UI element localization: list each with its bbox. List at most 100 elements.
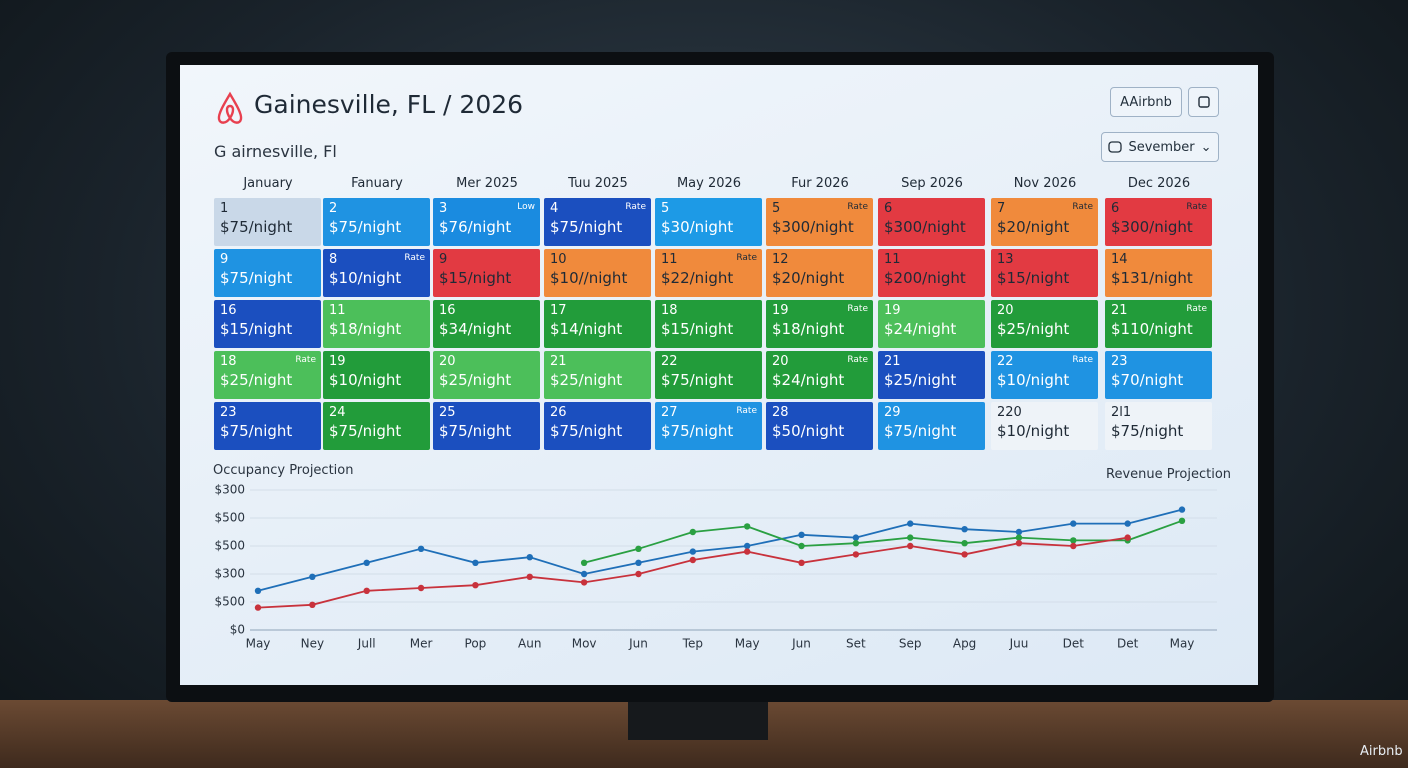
calendar-cell[interactable]: 20 $25/night: [433, 351, 540, 399]
y-tick-label: $500: [214, 539, 245, 553]
calendar-cell[interactable]: 22 $75/night: [655, 351, 762, 399]
cell-price: $75/night: [220, 218, 293, 236]
month-dropdown[interactable]: Sevember ⌄: [1101, 132, 1219, 162]
cell-day: 11: [329, 303, 346, 318]
calendar-cell[interactable]: 11 $18/night: [323, 300, 430, 348]
calendar-cell[interactable]: 3 $76/night Low: [433, 198, 540, 246]
calendar-cell[interactable]: 23 $75/night: [214, 402, 321, 450]
cell-price: $15/night: [220, 320, 293, 338]
calendar-cell[interactable]: 20 $25/night: [991, 300, 1098, 348]
calendar-cell[interactable]: 5 $300/night Rate: [766, 198, 873, 246]
cell-day: 20: [772, 354, 789, 369]
cell-price: $20/night: [997, 218, 1070, 236]
calendar-cell[interactable]: 17 $14/night: [544, 300, 651, 348]
calendar-cell[interactable]: 19 $18/night Rate: [766, 300, 873, 348]
data-point: [852, 534, 860, 541]
calendar-cell[interactable]: 2 $75/night: [323, 198, 430, 246]
icon-shape: [1197, 96, 1210, 108]
cell-day: 18: [661, 303, 678, 318]
column-header: Nov 2026: [1013, 176, 1077, 191]
column-header: Sep 2026: [901, 176, 963, 191]
column-header: Fur 2026: [791, 176, 849, 191]
icon: [1108, 141, 1123, 153]
calendar-cell[interactable]: 21 $25/night: [878, 351, 985, 399]
series-line: [583, 519, 1183, 564]
cell-price: $131/night: [1111, 269, 1193, 287]
airbnb-button[interactable]: AAirbnb: [1110, 87, 1182, 117]
calendar-cell[interactable]: 5 $30/night: [655, 198, 762, 246]
y-tick-label: $300: [214, 567, 245, 581]
x-tick-label: Pop: [465, 637, 487, 651]
cell-price: $30/night: [661, 218, 734, 236]
x-tick-label: Juu: [1009, 637, 1029, 651]
calendar-cell[interactable]: 2l1 $75/night: [1105, 402, 1212, 450]
calendar-cell[interactable]: 27 $75/night Rate: [655, 402, 762, 450]
cell-day: 27: [661, 405, 678, 420]
icon-button[interactable]: [1188, 87, 1219, 117]
calendar-cell[interactable]: 1 $75/night: [214, 198, 321, 246]
cell-price: $18/night: [772, 320, 845, 338]
calendar-cell[interactable]: 12 $20/night: [766, 249, 873, 297]
calendar-cell[interactable]: 21 $25/night: [544, 351, 651, 399]
calendar-cell[interactable]: 24 $75/night: [323, 402, 430, 450]
calendar-cell[interactable]: 22 $10/night Rate: [991, 351, 1098, 399]
series-line: [257, 536, 1128, 609]
cell-price: $75/night: [884, 422, 957, 440]
cell-day: 2l1: [1111, 405, 1132, 420]
cell-day: 21: [1111, 303, 1128, 318]
calendar-cell[interactable]: 6 $300/night Rate: [1105, 198, 1212, 246]
cell-day: 28: [772, 405, 789, 420]
calendar-cell[interactable]: 9 $75/night: [214, 249, 321, 297]
calendar-cell[interactable]: 7 $20/night Rate: [991, 198, 1098, 246]
calendar-cell[interactable]: 9 $15/night: [433, 249, 540, 297]
x-tick-label: Jun: [628, 637, 648, 651]
cell-day: 29: [884, 405, 901, 420]
cell-day: 3: [439, 201, 448, 216]
cell-price: $15/night: [997, 269, 1070, 287]
cell-day: 19: [329, 354, 346, 369]
calendar-cell[interactable]: 20 $24/night Rate: [766, 351, 873, 399]
calendar-cell[interactable]: 18 $15/night: [655, 300, 762, 348]
calendar-cell[interactable]: 23 $70/night: [1105, 351, 1212, 399]
calendar-cell[interactable]: 21 $110/night Rate: [1105, 300, 1212, 348]
cell-day: 20: [997, 303, 1014, 318]
calendar-cell[interactable]: 16 $15/night: [214, 300, 321, 348]
calendar-cell[interactable]: 11 $200/night: [878, 249, 985, 297]
calendar-cell[interactable]: 6 $300/night: [878, 198, 985, 246]
x-tick-label: Apg: [953, 637, 976, 651]
cell-day: 18: [220, 354, 237, 369]
calendar-cell[interactable]: 19 $24/night: [878, 300, 985, 348]
cell-day: 5: [661, 201, 670, 216]
data-point: [580, 579, 588, 586]
calendar-cell[interactable]: 28 $50/night: [766, 402, 873, 450]
cell-price: $20/night: [772, 269, 845, 287]
calendar-cell[interactable]: 16 $34/night: [433, 300, 540, 348]
calendar-cell[interactable]: 14 $131/night: [1105, 249, 1212, 297]
cell-tag: Rate: [736, 406, 757, 416]
calendar-cell[interactable]: 18 $25/night Rate: [214, 351, 321, 399]
calendar-cell[interactable]: 19 $10/night: [323, 351, 430, 399]
calendar-cell[interactable]: 10 $10//night: [544, 249, 651, 297]
logo: [217, 91, 243, 124]
icon-shape: [1108, 141, 1123, 153]
cell-price: $110/night: [1111, 320, 1193, 338]
calendar-cell[interactable]: 8 $10/night Rate: [323, 249, 430, 297]
calendar-cell[interactable]: 4 $75/night Rate: [544, 198, 651, 246]
cell-price: $14/night: [550, 320, 623, 338]
calendar-cell[interactable]: 26 $75/night: [544, 402, 651, 450]
data-point: [689, 556, 697, 564]
calendar-cell[interactable]: 25 $75/night: [433, 402, 540, 450]
calendar-cell[interactable]: 29 $75/night: [878, 402, 985, 450]
chart-title: Occupancy Projection: [213, 463, 354, 478]
title: Gainesville, FL / 2026: [254, 90, 524, 119]
cell-tag: Rate: [625, 202, 646, 212]
cell-day: 21: [884, 354, 901, 369]
cell-tag: Rate: [847, 304, 868, 314]
calendar-cell[interactable]: 11 $22/night Rate: [655, 249, 762, 297]
calendar-cell[interactable]: 13 $15/night: [991, 249, 1098, 297]
calendar-cell[interactable]: 220 $10/night: [991, 402, 1098, 450]
data-point: [417, 545, 425, 552]
x-tick-label: Mer: [410, 637, 433, 651]
series-line: [257, 508, 1183, 592]
data-point: [1015, 540, 1023, 547]
